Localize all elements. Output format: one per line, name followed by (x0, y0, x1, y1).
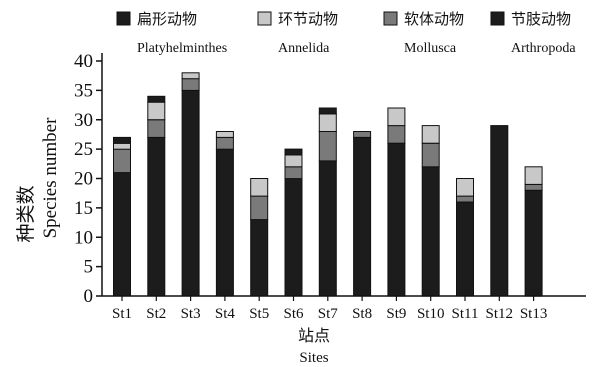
bar-segment-St6-annelida (284, 154, 303, 168)
bar-segment-St13-annelida (524, 166, 543, 185)
y-tick-label: 30 (74, 110, 93, 131)
y-tick-label: 25 (74, 139, 93, 160)
legend-swatch-arthropoda (490, 11, 505, 26)
bar-segment-St9-mollusca (387, 125, 406, 144)
bar-segment-St11-arthropoda (456, 201, 474, 297)
bar-segment-St3-arthropoda (181, 89, 200, 297)
legend-swatch-mollusca (383, 11, 398, 26)
bar-segment-St2-platyhelminthes (147, 95, 166, 103)
bar-segment-St7-platyhelminthes (318, 107, 337, 115)
bar-segment-St11-annelida (456, 178, 474, 197)
y-axis: 0 5 10 15 20 25 30 35 40 (74, 51, 103, 307)
bar-segment-St3-mollusca (181, 78, 200, 91)
x-tick-label-st1: St1 (112, 306, 132, 322)
bar-segment-St5-arthropoda (250, 219, 269, 297)
bar-segment-St2-mollusca (147, 119, 166, 138)
bar-segment-St1-platyhelminthes (113, 136, 131, 144)
legend-label-cn-arthropoda: 节肢动物 (511, 11, 571, 28)
bar-segment-St4-arthropoda (215, 148, 234, 297)
x-tick-label-st9: St9 (386, 306, 406, 322)
x-axis-label-en: Sites (299, 350, 328, 366)
legend: 扁形动物 Platyhelminthes 环节动物 Annelida 软体动物 Mollu… (116, 11, 576, 56)
bar-segment-St13-arthropoda (524, 189, 543, 297)
x-tick-label-st13: St13 (520, 306, 548, 322)
bar-segment-St5-mollusca (250, 195, 269, 221)
bar-segment-St10-mollusca (421, 142, 440, 168)
bar-segment-St1-mollusca (113, 148, 131, 174)
legend-label-en-mollusca: Mollusca (404, 41, 457, 56)
x-tick-label-st6: St6 (283, 306, 304, 322)
bars (113, 72, 543, 297)
x-tick-label-st8: St8 (352, 306, 372, 322)
y-tick-label: 0 (84, 286, 94, 307)
x-tick-label-st5: St5 (249, 306, 269, 322)
bar-segment-St7-arthropoda (318, 160, 337, 297)
y-tick-label: 15 (74, 198, 93, 219)
x-tick-label-st7: St7 (318, 306, 339, 322)
bar-segment-St1-annelida (113, 142, 131, 150)
legend-label-en-annelida: Annelida (278, 41, 330, 56)
bar-segment-St9-annelida (387, 107, 406, 127)
legend-swatch-annelida (257, 11, 272, 26)
bar-segment-St5-annelida (250, 178, 269, 197)
bar-segment-St8-mollusca (353, 131, 372, 138)
bar-segment-St10-annelida (421, 125, 440, 144)
bar-segment-St12-arthropoda (490, 125, 509, 297)
bar-segment-St7-annelida (318, 113, 337, 133)
y-tick-label: 5 (84, 257, 94, 278)
y-axis-label-en: Species number (40, 117, 61, 239)
bar-segment-St4-annelida (215, 131, 234, 138)
bar-segment-St6-arthropoda (284, 178, 303, 297)
x-axis-label-cn: 站点 (298, 327, 330, 345)
x-tick-label-st4: St4 (215, 306, 236, 322)
bar-segment-St2-arthropoda (147, 136, 166, 297)
bar-segment-St13-mollusca (524, 183, 543, 191)
legend-swatch-platyhelminthes (116, 11, 131, 26)
x-tick-label-st10: St10 (417, 306, 445, 322)
y-tick-label: 40 (74, 51, 93, 72)
legend-label-en-platyhelminthes: Platyhelminthes (137, 41, 227, 56)
bar-segment-St3-annelida (181, 72, 200, 80)
y-tick-label: 20 (74, 169, 93, 190)
bar-segment-St6-platyhelminthes (284, 148, 303, 156)
bar-segment-St4-mollusca (215, 136, 234, 150)
bar-segment-St10-arthropoda (421, 166, 440, 297)
legend-label-en-arthropoda: Arthropoda (511, 41, 576, 56)
legend-label-cn-platyhelminthes: 扁形动物 (137, 11, 197, 28)
bar-segment-St11-mollusca (456, 195, 474, 203)
x-tick-label-st11: St11 (452, 306, 479, 322)
bar-segment-St2-annelida (147, 101, 166, 121)
y-tick-label: 10 (74, 227, 93, 248)
x-tick-label-st3: St3 (181, 306, 201, 322)
y-tick-label: 35 (74, 80, 93, 101)
x-axis: St1 St2 St3 St4 St5 St6 St7 St8 St9 St10 St11 St12 S… (102, 295, 586, 322)
legend-label-cn-annelida: 环节动物 (278, 11, 338, 28)
y-axis-label-cn: 种类数 (15, 185, 37, 242)
legend-label-cn-mollusca: 软体动物 (404, 11, 464, 28)
bar-segment-St1-arthropoda (113, 172, 131, 297)
bar-segment-St9-arthropoda (387, 142, 406, 297)
bar-segment-St6-mollusca (284, 166, 303, 180)
bar-segment-St8-arthropoda (353, 136, 372, 297)
x-tick-label-st12: St12 (486, 306, 514, 322)
bar-segment-St7-mollusca (318, 131, 337, 162)
x-tick-label-st2: St2 (146, 306, 166, 322)
